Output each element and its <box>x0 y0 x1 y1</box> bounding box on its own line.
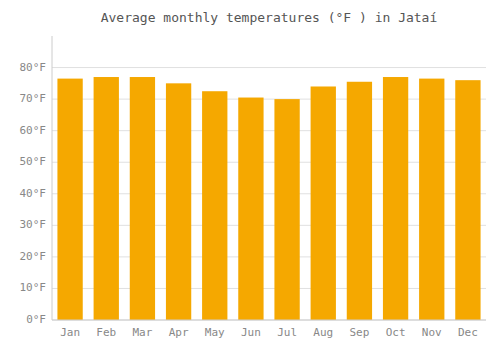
x-tick-label: Jan <box>60 326 80 339</box>
bar <box>57 79 82 320</box>
title: Average monthly temperatures (°F ) in Ja… <box>101 10 438 25</box>
bar <box>238 98 263 320</box>
bar <box>419 79 444 320</box>
chart-container: 0°F 10°F 20°F 30°F 40°F 50°F 60°F 70°F 80°F Jan Fe… <box>0 0 500 350</box>
y-tick-label: 40°F <box>20 187 47 200</box>
grid-line <box>52 67 486 68</box>
x-axis-line <box>52 320 486 321</box>
x-tick-label: Apr <box>169 326 189 339</box>
x-tick-label: Mar <box>132 326 152 339</box>
y-tick-label: 20°F <box>20 250 47 263</box>
x-tick-label: Oct <box>386 326 406 339</box>
x-tick-label: Nov <box>422 326 442 339</box>
bar <box>311 86 336 320</box>
y-tick-label: 30°F <box>20 218 47 231</box>
y-tick-label: 50°F <box>20 155 47 168</box>
x-tick-label: May <box>205 326 225 339</box>
bar <box>455 80 480 320</box>
bar <box>347 82 372 320</box>
x-tick-label: Feb <box>96 326 116 339</box>
bar <box>274 99 299 320</box>
x-tick-label: Aug <box>313 326 333 339</box>
y-axis: 0°F 10°F 20°F 30°F 40°F 50°F 60°F 70°F 80°F <box>20 61 487 326</box>
bar <box>94 77 119 320</box>
x-tick-label: Jul <box>277 326 297 339</box>
y-tick-label: 70°F <box>20 92 47 105</box>
y-tick-label: 0°F <box>26 313 46 326</box>
y-tick-label: 10°F <box>20 281 47 294</box>
y-axis-line <box>52 36 53 320</box>
y-tick-label: 60°F <box>20 124 47 137</box>
x-tick-label: Jun <box>241 326 261 339</box>
x-tick-label: Dec <box>458 326 478 339</box>
bar <box>130 77 155 320</box>
bars <box>57 77 480 320</box>
y-tick-label: 80°F <box>20 61 47 74</box>
chart: 0°F 10°F 20°F 30°F 40°F 50°F 60°F 70°F 80°F Jan Fe… <box>0 0 500 350</box>
bar <box>383 77 408 320</box>
bar <box>202 91 227 320</box>
bar <box>166 83 191 320</box>
grid-line <box>52 320 486 321</box>
x-tick-label: Sep <box>349 326 369 339</box>
x-axis: Jan Feb Mar Apr May Jun Jul Aug Sep Oct Nov Dec <box>60 326 478 339</box>
